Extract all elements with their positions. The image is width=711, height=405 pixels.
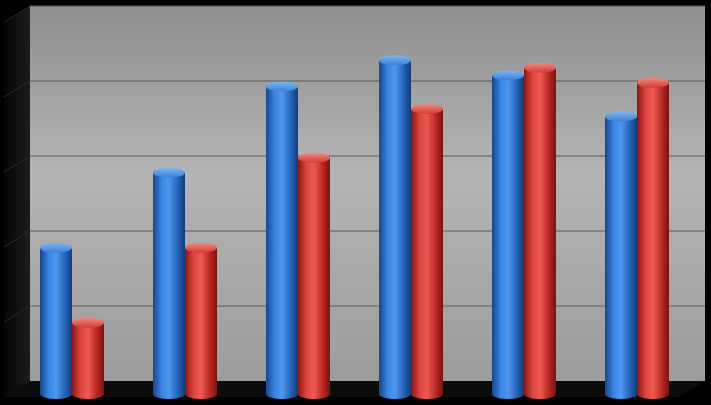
side-wall-gridline: [3, 305, 31, 323]
bar-body: [266, 86, 298, 399]
bar-cap: [524, 62, 556, 73]
bar-body: [72, 322, 104, 399]
bar: [40, 242, 72, 399]
bar: [605, 111, 637, 399]
bar-cap: [492, 70, 524, 81]
bar-body: [605, 116, 637, 399]
bar-cap: [605, 111, 637, 122]
side-wall-gridline: [3, 230, 31, 248]
floor: [4, 381, 705, 397]
bar: [153, 167, 185, 399]
bar-cap: [411, 104, 443, 114]
bar-cap: [72, 317, 104, 328]
bar-cap: [153, 167, 185, 178]
bar: [411, 104, 443, 399]
bar-cap: [185, 242, 217, 253]
bar: [379, 55, 411, 399]
bar-cap: [40, 242, 72, 253]
bar: [524, 62, 556, 399]
bar-body: [185, 247, 217, 399]
bar: [185, 242, 217, 399]
bar: [492, 70, 524, 399]
side-wall-gridline: [3, 80, 31, 98]
bar-body: [492, 75, 524, 399]
bar: [266, 81, 298, 399]
bar: [637, 77, 669, 399]
bar-cap: [298, 152, 330, 163]
plot-wall: [30, 6, 705, 381]
side-wall-gridline: [3, 155, 31, 173]
side-wall-gridline: [3, 5, 31, 23]
bar-body: [637, 82, 669, 399]
bar-body: [298, 157, 330, 399]
bar: [298, 152, 330, 399]
bar-cap: [379, 55, 411, 66]
side-wall: [4, 6, 30, 397]
bar-cap: [266, 81, 298, 92]
bar-body: [524, 67, 556, 399]
bar-body: [411, 109, 443, 399]
bar-body: [379, 60, 411, 399]
bar-body: [40, 247, 72, 399]
bar-cap: [637, 77, 669, 88]
bar-body: [153, 172, 185, 399]
bar: [72, 317, 104, 399]
